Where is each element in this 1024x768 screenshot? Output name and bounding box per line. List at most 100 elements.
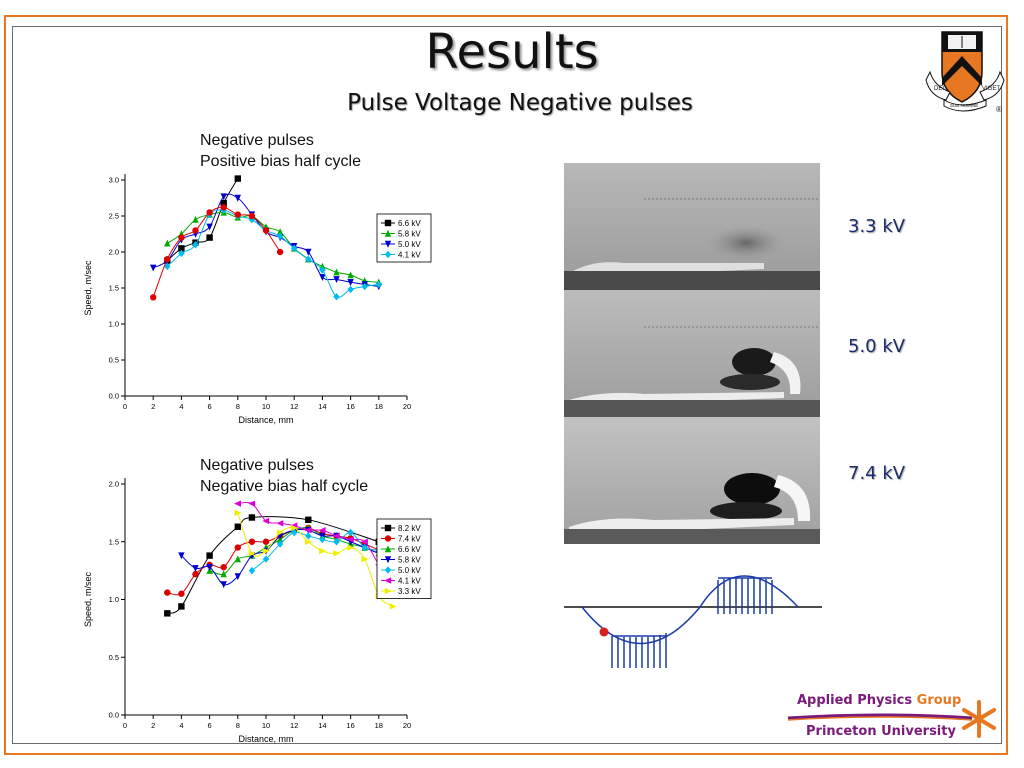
chart1-series-line [152, 193, 379, 288]
chart2-data-point [220, 570, 227, 578]
chart1-x-tick-label: 8 [236, 402, 240, 411]
chart2-data-point [305, 516, 312, 524]
chart1-y-tick-label: 2.5 [109, 212, 119, 221]
footer-group-name: Applied Physics Group [797, 693, 961, 708]
chart2-subtitle: Negative bias half cycle [200, 478, 369, 495]
chart2-series-line [181, 528, 393, 586]
chart2-data-point [262, 555, 270, 563]
waveform-marker-dot [599, 627, 609, 637]
chart2-series-line [251, 531, 379, 572]
voltage-label-7-4kv: 7.4 kV [848, 463, 906, 484]
slide-frame-outer [4, 15, 1008, 755]
chart2-data-point [389, 603, 397, 610]
chart2-data-point [234, 573, 241, 581]
discharge-photo-3-3kv [564, 163, 820, 290]
chart1-legend-marker [384, 219, 392, 227]
chart2-data-point [248, 500, 256, 507]
chart1-data-point [220, 199, 227, 207]
chart1-subtitle: Positive bias half cycle [200, 153, 361, 170]
chart1-data-point [234, 194, 241, 202]
chart1-y-tick-label: 1.0 [109, 320, 119, 329]
chart1-data-point [248, 212, 256, 220]
chart2-data-point [304, 527, 312, 534]
chart2-data-point [318, 527, 326, 534]
chart1-data-point [164, 262, 171, 271]
chart1-legend-marker [384, 229, 392, 237]
slide-title: Results [425, 24, 599, 80]
slide-frame-inner [12, 26, 1002, 744]
chart1-series-line [167, 211, 379, 283]
chart1-x-tick-label: 16 [346, 402, 354, 411]
chart2-legend-label: 7.4 kV [398, 535, 421, 544]
chart2-x-tick-label: 6 [208, 721, 212, 730]
chart2-data-point [164, 589, 171, 596]
chart1-y-tick-label: 0.0 [109, 392, 119, 401]
voltage-label-5-0kv: 5.0 kV [848, 336, 906, 357]
chart2-data-point [206, 552, 213, 559]
chart2-x-tick-label: 12 [290, 721, 298, 730]
chart1-y-tick-label: 3.0 [109, 176, 119, 185]
chart2-data-point [164, 610, 171, 617]
chart2-y-axis-label: Speed, m/sec [83, 571, 93, 627]
chart2-x-tick-label: 4 [179, 721, 183, 730]
chart2-data-point [262, 547, 270, 555]
chart1-y-axis-label: Speed, m/sec [83, 260, 93, 316]
chart2-x-tick-label: 10 [262, 721, 270, 730]
chart2-data-point [178, 603, 185, 610]
footer-applied-physics: Applied Physics [797, 693, 913, 708]
chart1-data-point [178, 245, 185, 252]
footer-starburst-icon [962, 700, 996, 738]
chart1-data-point [276, 248, 284, 256]
chart2-x-tick-label: 2 [151, 721, 155, 730]
chart2-data-point [178, 552, 185, 560]
chart1-data-point [276, 228, 284, 236]
chart2-series-line [167, 527, 379, 596]
chart-positive-bias: 0 2 4 6 8 10 12 14 16 18 20 0.0 0.5 1.0 1.5 2.0 2.5 3.0 Di… [83, 174, 432, 425]
chart1-data-point [220, 204, 227, 211]
chart2-y-tick-label: 0.5 [109, 653, 119, 662]
chart2-title-block: Negative pulses Negative bias half cycle [200, 455, 368, 497]
chart2-legend-marker [384, 535, 392, 542]
chart1-x-tick-label: 0 [123, 402, 127, 411]
chart1-legend-label: 6.6 kV [398, 219, 421, 228]
chart2-x-tick-label: 20 [403, 721, 411, 730]
footer-group: Group [916, 693, 962, 708]
chart1-series-line [166, 178, 239, 262]
chart2-data-point [234, 544, 241, 551]
chart2-x-tick-label: 14 [318, 721, 326, 730]
chart2-data-point [361, 555, 369, 563]
slide-subtitle: Pulse Voltage Negative pulses [347, 90, 693, 116]
chart1-data-point [150, 294, 157, 301]
chart1-data-point [291, 244, 298, 253]
chart1-series-line [152, 206, 281, 298]
chart2-legend-label: 5.8 kV [398, 556, 421, 565]
chart2-data-point [192, 565, 199, 573]
chart2-data-point [361, 538, 368, 545]
chart1-data-point [262, 227, 270, 234]
chart1-data-point [276, 232, 284, 240]
chart2-series-5 [234, 500, 397, 589]
chart1-title-block: Negative pulses Positive bias half cycle [200, 130, 361, 172]
chart2-data-point [262, 517, 270, 525]
chart1-legend-label: 5.8 kV [398, 230, 421, 239]
chart1-x-tick-label: 4 [179, 402, 183, 411]
chart2-series-6 [234, 509, 397, 610]
chart2-data-point [220, 563, 227, 571]
chart1-data-point [192, 227, 199, 234]
chart1-data-point [333, 276, 340, 284]
chart1-data-point [305, 255, 312, 263]
chart1-series-line [166, 209, 379, 298]
chart2-data-point [234, 509, 242, 517]
chart1-data-point [234, 211, 241, 218]
chart2-data-point [262, 538, 270, 545]
chart1-data-point [333, 268, 340, 276]
logo-motto-center: SUB NUMINE [950, 103, 978, 108]
voltage-waveform-diagram [564, 575, 822, 668]
chart2-x-tick-label: 8 [236, 721, 240, 730]
chart1-data-point [333, 292, 340, 301]
chart2-data-point [248, 514, 256, 521]
chart2-series-line [237, 501, 394, 586]
chart1-data-point [178, 234, 185, 241]
chart2-x-tick-label: 16 [346, 721, 354, 730]
chart2-data-point [305, 538, 312, 545]
